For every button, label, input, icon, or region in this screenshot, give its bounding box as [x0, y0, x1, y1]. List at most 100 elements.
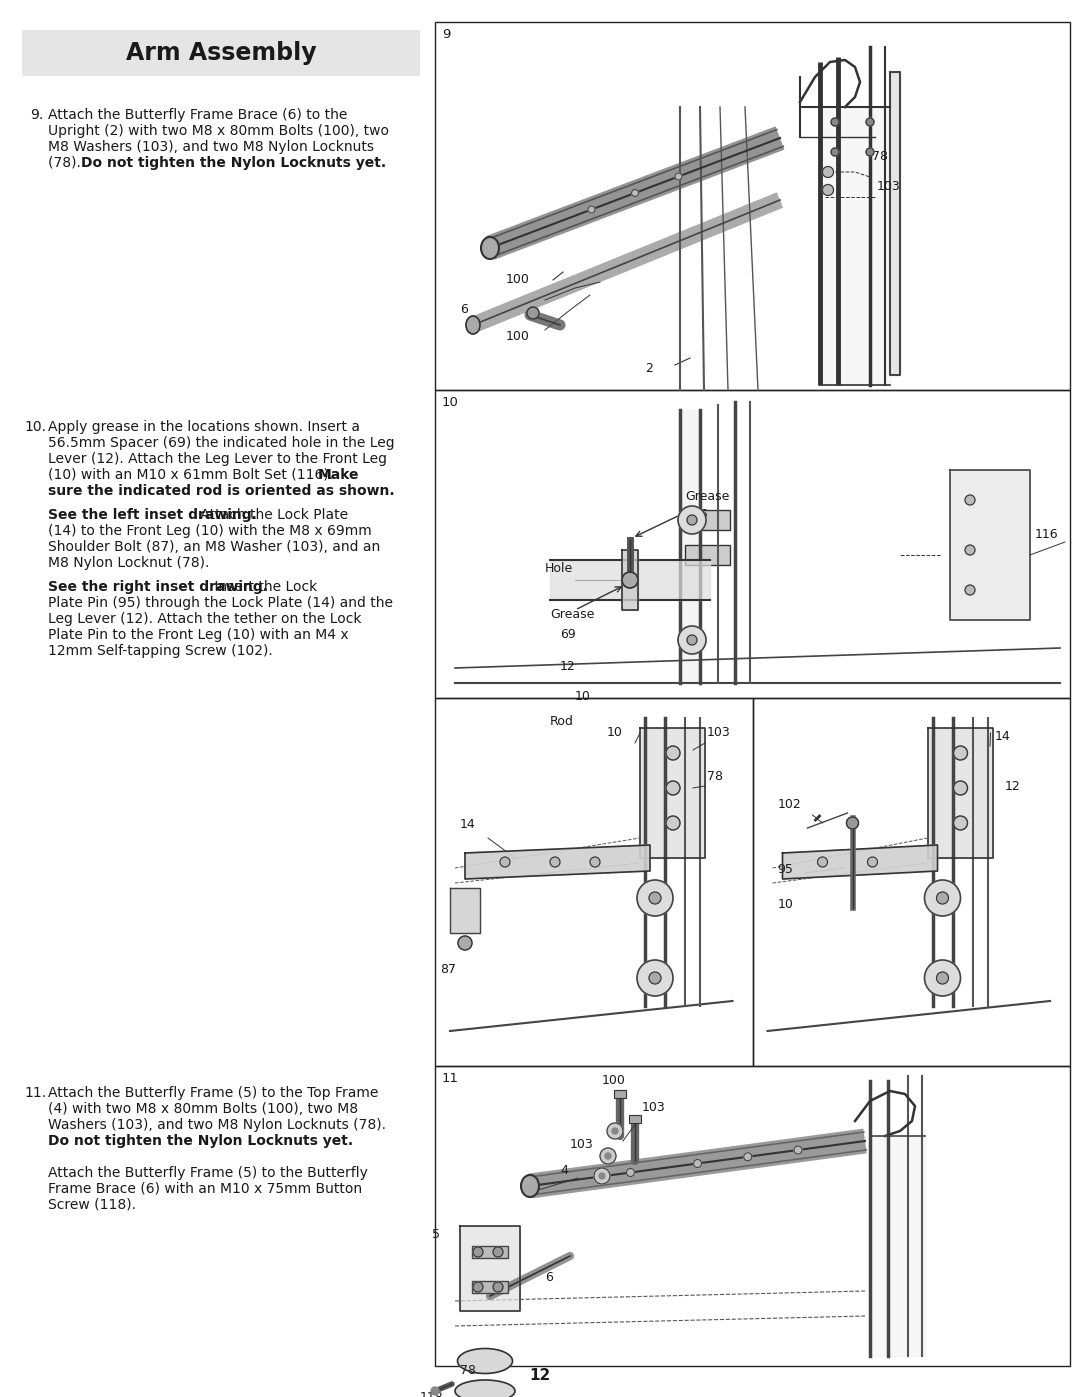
Circle shape — [866, 148, 874, 156]
Text: Arm Assembly: Arm Assembly — [125, 41, 316, 66]
Text: 4: 4 — [561, 1164, 568, 1178]
Circle shape — [431, 1387, 438, 1396]
Text: 12: 12 — [561, 659, 576, 673]
Bar — [435, 22, 1070, 390]
Text: 103: 103 — [877, 180, 901, 193]
Text: (10) with an M10 x 61mm Bolt Set (116).: (10) with an M10 x 61mm Bolt Set (116). — [48, 468, 337, 482]
Bar — [435, 698, 753, 1066]
Circle shape — [866, 117, 874, 126]
Circle shape — [818, 856, 827, 868]
Circle shape — [649, 972, 661, 983]
Text: 78: 78 — [872, 149, 888, 163]
Text: 12: 12 — [1005, 780, 1021, 793]
Circle shape — [924, 960, 960, 996]
Circle shape — [678, 506, 706, 534]
Text: 10: 10 — [778, 898, 794, 911]
Circle shape — [966, 495, 975, 504]
Polygon shape — [550, 560, 710, 599]
Text: 14: 14 — [995, 731, 1011, 743]
Text: 103: 103 — [707, 726, 731, 739]
Circle shape — [924, 880, 960, 916]
Circle shape — [687, 515, 697, 525]
Circle shape — [622, 571, 638, 588]
Ellipse shape — [481, 237, 499, 258]
Circle shape — [492, 1248, 503, 1257]
Circle shape — [954, 746, 968, 760]
Bar — [615, 1090, 626, 1098]
Circle shape — [612, 1127, 618, 1134]
Text: Plate Pin to the Front Leg (10) with an M4 x: Plate Pin to the Front Leg (10) with an … — [48, 629, 349, 643]
Text: sure the indicated rod is oriented as shown.: sure the indicated rod is oriented as sh… — [48, 483, 394, 497]
Text: (78).: (78). — [48, 156, 85, 170]
Text: Grease: Grease — [685, 490, 729, 503]
Circle shape — [936, 893, 948, 904]
Bar — [435, 1066, 1070, 1366]
Text: 10: 10 — [607, 726, 623, 739]
Polygon shape — [680, 409, 700, 683]
Text: 10: 10 — [575, 690, 591, 703]
Circle shape — [823, 166, 834, 177]
Circle shape — [599, 1173, 605, 1179]
Text: Do not tighten the Nylon Locknuts yet.: Do not tighten the Nylon Locknuts yet. — [48, 1134, 353, 1148]
Text: M8 Nylon Locknut (78).: M8 Nylon Locknut (78). — [48, 556, 210, 570]
Text: Attach the Butterfly Frame Brace (6) to the: Attach the Butterfly Frame Brace (6) to … — [48, 108, 348, 122]
Text: See the right inset drawing.: See the right inset drawing. — [48, 580, 268, 594]
Polygon shape — [460, 1227, 519, 1310]
Circle shape — [590, 856, 600, 868]
Text: 118: 118 — [420, 1391, 444, 1397]
Text: 56.5mm Spacer (69) the indicated hole in the Leg: 56.5mm Spacer (69) the indicated hole in… — [48, 436, 394, 450]
Text: 10.: 10. — [24, 420, 46, 434]
Text: 2: 2 — [645, 362, 653, 374]
Ellipse shape — [521, 1175, 539, 1197]
Circle shape — [637, 880, 673, 916]
Circle shape — [954, 781, 968, 795]
Polygon shape — [820, 108, 890, 386]
Text: Apply grease in the locations shown. Insert a: Apply grease in the locations shown. Ins… — [48, 420, 360, 434]
Circle shape — [678, 626, 706, 654]
Circle shape — [867, 856, 877, 868]
Text: 12mm Self-tapping Screw (102).: 12mm Self-tapping Screw (102). — [48, 644, 273, 658]
Bar — [472, 1246, 508, 1259]
Bar — [685, 510, 730, 529]
Text: M8 Washers (103), and two M8 Nylon Locknuts: M8 Washers (103), and two M8 Nylon Lockn… — [48, 140, 374, 154]
Circle shape — [744, 1153, 752, 1161]
Text: 9: 9 — [442, 28, 450, 41]
Text: Attach the Butterfly Frame (5) to the Top Frame: Attach the Butterfly Frame (5) to the To… — [48, 1085, 378, 1099]
Polygon shape — [950, 469, 1030, 620]
Text: See the left inset drawing.: See the left inset drawing. — [48, 509, 257, 522]
Circle shape — [458, 936, 472, 950]
Bar — [22, 29, 420, 75]
Text: 69: 69 — [561, 629, 576, 641]
Text: 11: 11 — [442, 1071, 459, 1085]
Text: 5: 5 — [432, 1228, 440, 1241]
Text: Do not tighten the Nylon Locknuts yet.: Do not tighten the Nylon Locknuts yet. — [81, 156, 387, 170]
Text: 6: 6 — [545, 1271, 553, 1284]
Text: 100: 100 — [507, 330, 530, 344]
Text: Upright (2) with two M8 x 80mm Bolts (100), two: Upright (2) with two M8 x 80mm Bolts (10… — [48, 124, 389, 138]
Bar — [685, 545, 730, 564]
Bar — [435, 390, 1070, 698]
Circle shape — [626, 1168, 635, 1176]
Text: Hole: Hole — [545, 562, 573, 576]
Text: 95: 95 — [778, 863, 794, 876]
Circle shape — [693, 1160, 702, 1168]
Ellipse shape — [458, 1348, 513, 1373]
Circle shape — [954, 816, 968, 830]
Polygon shape — [450, 888, 480, 933]
Circle shape — [632, 190, 638, 197]
Text: 6: 6 — [460, 303, 468, 316]
Circle shape — [966, 545, 975, 555]
Text: 14: 14 — [460, 819, 476, 831]
Text: Make: Make — [318, 468, 360, 482]
Circle shape — [550, 856, 561, 868]
Circle shape — [588, 205, 595, 212]
Text: 100: 100 — [507, 272, 530, 286]
Circle shape — [527, 307, 539, 319]
Text: 116: 116 — [1035, 528, 1058, 541]
Text: Insert the Lock: Insert the Lock — [210, 580, 318, 594]
Text: 100: 100 — [602, 1074, 626, 1087]
Bar — [629, 1115, 642, 1123]
Bar — [753, 698, 1070, 1066]
Circle shape — [473, 1282, 483, 1292]
Polygon shape — [622, 550, 638, 610]
